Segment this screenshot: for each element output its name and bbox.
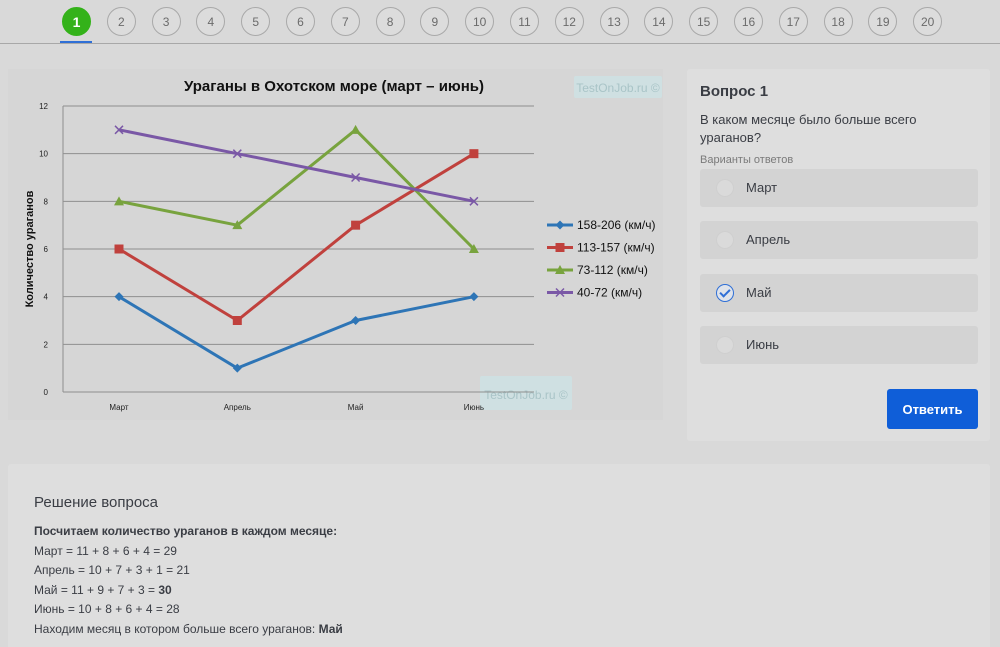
y-axis-label: Количество ураганов bbox=[24, 190, 36, 307]
series-3-point bbox=[350, 124, 361, 134]
solution-line: Июнь = 10 + 8 + 6 + 4 = 28 bbox=[34, 602, 180, 616]
option-mart[interactable]: Март bbox=[700, 169, 978, 207]
option-mai[interactable]: Май bbox=[700, 274, 978, 312]
solution-title: Решение вопроса bbox=[34, 494, 159, 511]
option-aprel[interactable]: Апрель bbox=[700, 221, 978, 259]
series-line-1 bbox=[118, 295, 475, 370]
series-1-point bbox=[232, 363, 242, 373]
question-nav-3[interactable]: 3 bbox=[151, 7, 181, 36]
question-nav-19[interactable]: 19 bbox=[868, 7, 898, 36]
question-nav-15[interactable]: 15 bbox=[689, 7, 719, 36]
question-nav-10[interactable]: 10 bbox=[465, 7, 495, 36]
question-nav-5[interactable]: 5 bbox=[241, 7, 271, 36]
y-tick-label: 8 bbox=[44, 197, 49, 206]
y-tick-label: 6 bbox=[44, 245, 49, 254]
question-nav-8[interactable]: 8 bbox=[375, 7, 405, 36]
option-iyun[interactable]: Июнь bbox=[700, 326, 978, 364]
series-3-point bbox=[468, 244, 479, 253]
option-label: Май bbox=[746, 285, 772, 300]
question-title: Вопрос 1 bbox=[700, 83, 769, 100]
x-tick-label: Март bbox=[109, 403, 128, 412]
x-tick-label: Апрель bbox=[224, 403, 251, 412]
series-2-point bbox=[351, 220, 361, 230]
legend-marker bbox=[555, 243, 565, 252]
legend-entry: 113-157 (км/ч) bbox=[577, 241, 655, 255]
option-label: Июнь bbox=[746, 337, 780, 352]
hurricane-line-chart: Ураганы в Охотском море (март – июнь) Tes… bbox=[24, 76, 662, 412]
solution-line: Апрель = 10 + 7 + 3 + 1 = 21 bbox=[34, 563, 190, 577]
series-3-point bbox=[232, 220, 243, 230]
solution-conclusion: Находим месяц в котором больше всего ура… bbox=[34, 621, 343, 636]
legend-marker bbox=[555, 265, 565, 274]
question-text: В каком месяце было больше всего урагано… bbox=[700, 112, 917, 145]
series-2-point bbox=[469, 149, 479, 159]
watermark-text: TestOnJob.ru © bbox=[484, 388, 568, 402]
question-nav-12[interactable]: 12 bbox=[554, 7, 584, 36]
watermark-bg bbox=[574, 76, 662, 98]
question-nav-9[interactable]: 9 bbox=[420, 7, 450, 36]
option-label: Апрель bbox=[746, 232, 791, 247]
series-4-point bbox=[469, 196, 479, 206]
question-nav-11[interactable]: 11 bbox=[510, 7, 539, 36]
option-label: Март bbox=[746, 180, 778, 195]
active-question-underline bbox=[60, 41, 92, 43]
variants-label: Варианты ответов bbox=[700, 154, 794, 166]
legend-entry: 40-72 (км/ч) bbox=[577, 286, 642, 300]
question-nav-18[interactable]: 18 bbox=[823, 7, 853, 36]
question-nav-17[interactable]: 17 bbox=[778, 7, 808, 36]
series-3-point bbox=[114, 196, 124, 206]
y-tick-label: 2 bbox=[44, 340, 49, 349]
question-nav-4[interactable]: 4 bbox=[196, 7, 226, 36]
series-1-point bbox=[469, 292, 479, 302]
radio-checked-icon[interactable] bbox=[716, 284, 734, 302]
radio-icon[interactable] bbox=[716, 336, 734, 354]
answer-button[interactable]: Ответить bbox=[887, 389, 978, 429]
x-tick-label: Июнь bbox=[464, 403, 484, 412]
radio-icon[interactable] bbox=[716, 179, 734, 197]
solution-line: Май = 11 + 9 + 7 + 3 = 30 bbox=[34, 582, 172, 597]
series-1-point bbox=[114, 292, 124, 302]
solution-panel: Решение вопроса Посчитаем количество ура… bbox=[8, 464, 990, 647]
question-nav-7[interactable]: 7 bbox=[330, 7, 360, 36]
solution-intro: Посчитаем количество ураганов в каждом м… bbox=[34, 524, 338, 538]
x-tick-label: Май bbox=[348, 403, 364, 412]
legend-entry: 73-112 (км/ч) bbox=[577, 263, 648, 277]
watermark-bg bbox=[480, 376, 572, 410]
question-nav-16[interactable]: 16 bbox=[734, 7, 763, 36]
question-nav-13[interactable]: 13 bbox=[599, 7, 629, 36]
chart-title: Ураганы в Охотском море (март – июнь) bbox=[184, 78, 484, 95]
question-nav-6[interactable]: 6 bbox=[286, 7, 315, 36]
y-tick-label: 0 bbox=[44, 388, 49, 397]
legend-entry: 158-206 (км/ч) bbox=[577, 218, 655, 232]
series-line-4 bbox=[118, 128, 475, 203]
solution-body: Посчитаем количество ураганов в каждом м… bbox=[34, 522, 343, 639]
question-navigation: 1 2 3 4 5 6 7 8 9 10 11 12 13 14 15 16 17 18 19 20 bbox=[0, 0, 1000, 44]
radio-icon[interactable] bbox=[716, 231, 734, 249]
question-panel: Вопрос 1 В каком месяце было больше всег… bbox=[687, 69, 990, 441]
series-4-point bbox=[232, 149, 242, 159]
question-nav-1[interactable]: 1 bbox=[62, 7, 91, 36]
y-tick-label: 4 bbox=[44, 293, 49, 302]
solution-line: Март = 11 + 8 + 6 + 4 = 29 bbox=[34, 543, 177, 558]
y-tick-label: 12 bbox=[39, 102, 48, 111]
question-nav-20[interactable]: 20 bbox=[913, 7, 943, 36]
legend-marker bbox=[555, 287, 565, 298]
y-tick-label: 10 bbox=[39, 150, 48, 159]
series-4-point bbox=[351, 172, 361, 183]
chart-panel: Ураганы в Охотском море (март – июнь) Tes… bbox=[8, 69, 663, 420]
series-2-point bbox=[114, 244, 124, 254]
question-nav-2[interactable]: 2 bbox=[106, 7, 136, 36]
question-nav-14[interactable]: 14 bbox=[644, 7, 674, 36]
series-4-point bbox=[114, 125, 124, 135]
legend-marker bbox=[555, 220, 565, 230]
watermark-text: TestOnJob.ru © bbox=[576, 81, 660, 95]
series-2-point bbox=[232, 316, 242, 325]
series-1-point bbox=[351, 316, 361, 325]
